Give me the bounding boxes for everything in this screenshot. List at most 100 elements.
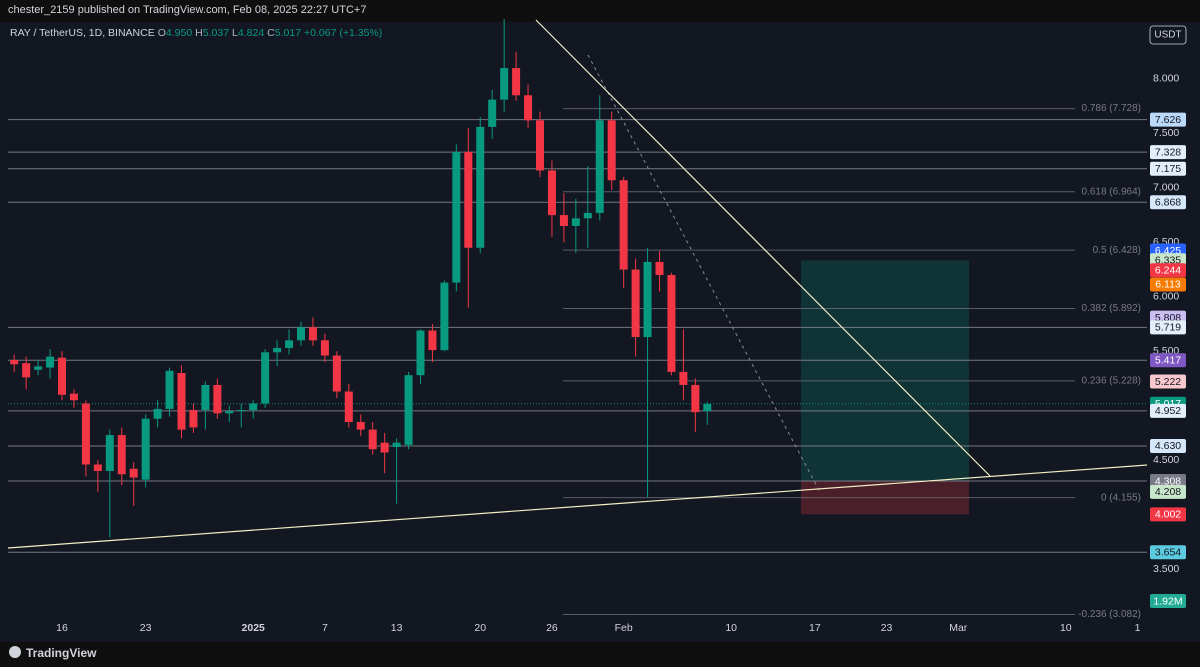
top-bar [0, 0, 1200, 22]
legend-text: H [195, 27, 203, 39]
candle-body [105, 435, 114, 472]
y-tick-label: 8.000 [1153, 73, 1179, 85]
x-tick-label: 23 [881, 622, 893, 634]
y-tick-label: 3.500 [1153, 563, 1179, 575]
candle-body [356, 421, 365, 430]
price-label: 4.208 [1155, 486, 1181, 498]
x-tick-label: Mar [949, 622, 968, 634]
candle-body [93, 464, 102, 472]
descending-trend-line [535, 19, 991, 477]
x-tick-label: 10 [725, 622, 737, 634]
candle-body [440, 282, 449, 351]
candle-body [368, 429, 377, 450]
axes: 16 23 2025 7 13 20 26 Feb 10 17 23 Mar 10 1 3.500 4.500… [56, 73, 1186, 634]
candle-body [332, 355, 341, 392]
candle-body [201, 384, 210, 411]
price-label-box [1150, 277, 1186, 292]
candle-body [165, 370, 174, 409]
candle-body [285, 340, 294, 348]
price-label: 6.113 [1155, 279, 1181, 291]
legend-text: +0.067 (+1.35%) [304, 27, 383, 39]
tradingview-logo [9, 646, 21, 658]
price-label-box [1150, 474, 1186, 489]
price-label-box [1150, 438, 1186, 453]
candle-body [547, 170, 556, 216]
volume-label: 1.92M [1153, 595, 1182, 607]
candle-body [512, 68, 521, 96]
candle-body [297, 327, 305, 341]
candle-body [655, 261, 664, 275]
candle-body [69, 393, 78, 401]
candles [10, 19, 712, 538]
candle-body [81, 403, 90, 465]
candle-body [177, 372, 186, 430]
candle-body [213, 384, 222, 414]
ascending-trend-line [7, 464, 1148, 549]
legend-text: 4.950 [165, 27, 193, 39]
fib-label: -0.236 (3.082) [1078, 609, 1141, 620]
candle-body [308, 327, 317, 341]
x-tick-label: Feb [615, 622, 633, 634]
candle-body [595, 120, 604, 213]
price-label-box [1150, 112, 1186, 127]
candle-body [416, 330, 425, 376]
candle-body [320, 340, 329, 356]
price-label: 5.417 [1155, 355, 1181, 367]
candle-body [464, 151, 473, 248]
candle-body [392, 442, 401, 448]
x-tick-label: 13 [391, 622, 403, 634]
fib-label: 0.382 (5.892) [1082, 303, 1142, 314]
candle-body [344, 391, 353, 422]
candle-body [261, 352, 270, 404]
x-tick-label: 17 [809, 622, 821, 634]
fib-label: 0.5 (6.428) [1093, 245, 1141, 256]
currency-label[interactable]: USDT [1154, 30, 1181, 41]
y-tick-label: 7.500 [1153, 127, 1179, 139]
candle-body [22, 363, 31, 378]
candle-body [404, 375, 413, 445]
candle-body [631, 269, 640, 338]
candle-body [524, 95, 533, 121]
candle-body [703, 403, 712, 412]
price-label-box [1150, 320, 1186, 335]
price-label: 7.328 [1155, 146, 1181, 158]
candle-body [452, 151, 461, 283]
price-label-box [1150, 545, 1186, 560]
x-tick-label: 7 [322, 622, 328, 634]
candle-body [583, 212, 592, 219]
publish-info: chester_2159 published on TradingView.co… [8, 4, 367, 16]
price-label: 4.952 [1155, 405, 1181, 417]
price-label-box [1150, 353, 1186, 368]
candle-body [237, 410, 246, 412]
fib-label: 0 (4.155) [1101, 492, 1141, 503]
currency-button[interactable] [1149, 25, 1187, 45]
price-label-box [1150, 195, 1186, 210]
price-label-box [1150, 374, 1186, 389]
candle-body [189, 410, 198, 428]
dotted-trend-line [587, 54, 821, 493]
x-tick-label: 2025 [242, 622, 266, 634]
price-label-box [1150, 145, 1186, 160]
legend-text: RAY / TetherUS, 1D, BINANCE [10, 27, 155, 39]
candle-body [571, 218, 580, 226]
legend-text: L [232, 27, 238, 39]
bottom-bar [0, 642, 1200, 667]
x-tick-label: 26 [546, 622, 558, 634]
candle-body [129, 468, 138, 478]
candle-body [643, 261, 652, 338]
candle-body [607, 120, 616, 181]
legend-text: 4.824 [237, 27, 265, 39]
legend-text: 5.017 [274, 27, 302, 39]
price-label: 7.626 [1155, 114, 1181, 126]
candle-body [536, 120, 544, 171]
candle-body [679, 371, 688, 385]
x-tick-label: 23 [140, 622, 152, 634]
y-tick-label: 4.500 [1153, 454, 1179, 466]
symbol-legend: RAY / TetherUS, 1D, BINANCE O4.950 H5.037 L… [10, 27, 385, 39]
x-tick-label: 10 [1060, 622, 1072, 634]
fib-label: 0.786 (7.728) [1082, 103, 1142, 114]
candle-body [667, 274, 676, 372]
candle-body [34, 366, 43, 370]
price-label: 4.630 [1155, 440, 1181, 452]
